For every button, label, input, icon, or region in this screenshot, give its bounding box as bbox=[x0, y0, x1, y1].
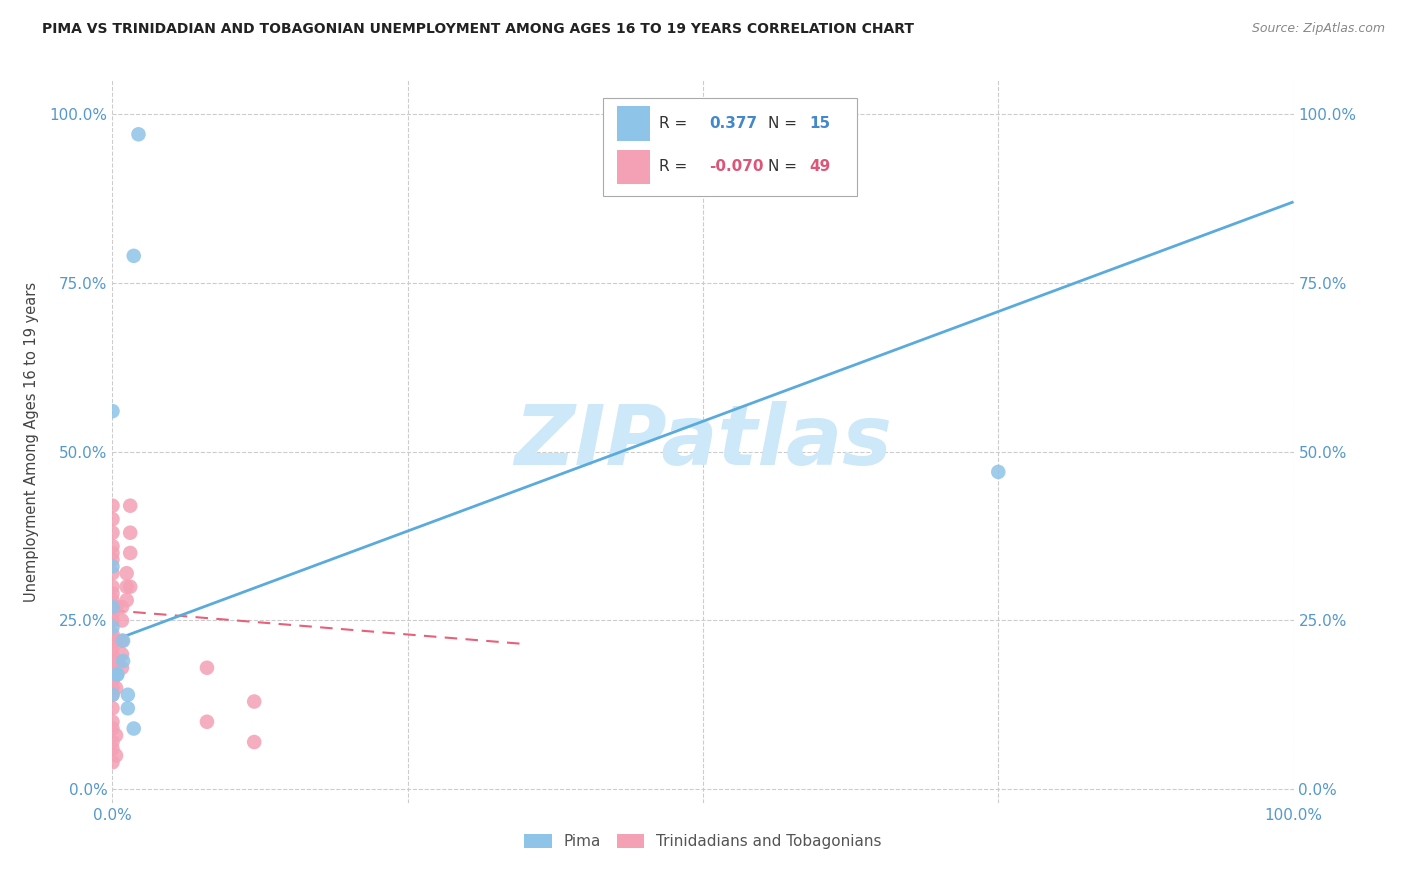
Point bbox=[101, 580, 124, 594]
Point bbox=[120, 499, 142, 513]
Point bbox=[105, 667, 128, 681]
Point bbox=[105, 599, 128, 614]
Text: N =: N = bbox=[768, 116, 801, 131]
Text: 0.377: 0.377 bbox=[709, 116, 756, 131]
Point bbox=[195, 714, 218, 729]
Point bbox=[120, 580, 142, 594]
Point bbox=[101, 735, 124, 749]
Point bbox=[101, 627, 124, 641]
Legend: Pima, Trinidadians and Tobagonians: Pima, Trinidadians and Tobagonians bbox=[524, 834, 882, 849]
Point bbox=[101, 647, 124, 661]
Point bbox=[115, 580, 138, 594]
Point bbox=[243, 735, 266, 749]
Point bbox=[111, 599, 134, 614]
Point bbox=[101, 667, 124, 681]
Point bbox=[101, 640, 124, 655]
Point bbox=[112, 633, 135, 648]
Point bbox=[101, 552, 124, 566]
Point bbox=[101, 586, 124, 600]
Point bbox=[105, 748, 128, 763]
Text: ZIPatlas: ZIPatlas bbox=[515, 401, 891, 482]
Point bbox=[122, 249, 145, 263]
Point bbox=[101, 607, 124, 621]
Y-axis label: Unemployment Among Ages 16 to 19 years: Unemployment Among Ages 16 to 19 years bbox=[24, 282, 38, 601]
Bar bbox=[617, 106, 650, 141]
Point bbox=[101, 756, 124, 770]
Point bbox=[101, 722, 124, 736]
Point bbox=[101, 614, 124, 628]
Point bbox=[111, 633, 134, 648]
Point bbox=[127, 128, 149, 142]
Point bbox=[101, 688, 124, 702]
Point bbox=[195, 661, 218, 675]
Point bbox=[122, 722, 145, 736]
Bar bbox=[617, 150, 650, 185]
Point bbox=[101, 714, 124, 729]
Text: 15: 15 bbox=[810, 116, 831, 131]
Point bbox=[101, 404, 124, 418]
Point bbox=[101, 674, 124, 689]
Point bbox=[117, 688, 139, 702]
Text: PIMA VS TRINIDADIAN AND TOBAGONIAN UNEMPLOYMENT AMONG AGES 16 TO 19 YEARS CORREL: PIMA VS TRINIDADIAN AND TOBAGONIAN UNEMP… bbox=[42, 22, 914, 37]
Point bbox=[101, 546, 124, 560]
Text: R =: R = bbox=[659, 160, 692, 175]
Point bbox=[243, 694, 266, 708]
Point bbox=[111, 614, 134, 628]
Point bbox=[101, 681, 124, 695]
Point bbox=[101, 559, 124, 574]
Point bbox=[120, 546, 142, 560]
Point bbox=[115, 566, 138, 581]
Point bbox=[101, 633, 124, 648]
Point bbox=[105, 681, 128, 695]
Text: Source: ZipAtlas.com: Source: ZipAtlas.com bbox=[1251, 22, 1385, 36]
Point bbox=[111, 661, 134, 675]
Text: R =: R = bbox=[659, 116, 692, 131]
Text: -0.070: -0.070 bbox=[709, 160, 763, 175]
Point bbox=[101, 512, 124, 526]
Point bbox=[111, 647, 134, 661]
Point bbox=[115, 593, 138, 607]
Point bbox=[101, 539, 124, 553]
FancyBboxPatch shape bbox=[603, 98, 856, 196]
Point bbox=[101, 566, 124, 581]
Point bbox=[101, 688, 124, 702]
Text: 49: 49 bbox=[810, 160, 831, 175]
Point bbox=[101, 620, 124, 634]
Point bbox=[101, 701, 124, 715]
Point bbox=[105, 633, 128, 648]
Text: N =: N = bbox=[768, 160, 801, 175]
Point bbox=[987, 465, 1010, 479]
Point bbox=[101, 661, 124, 675]
Point bbox=[101, 593, 124, 607]
Point bbox=[101, 499, 124, 513]
Point bbox=[120, 525, 142, 540]
Point bbox=[101, 525, 124, 540]
Point bbox=[105, 728, 128, 742]
Point bbox=[101, 654, 124, 668]
Point bbox=[105, 667, 128, 681]
Point bbox=[112, 654, 135, 668]
Point bbox=[101, 599, 124, 614]
Point bbox=[117, 701, 139, 715]
Point bbox=[101, 741, 124, 756]
